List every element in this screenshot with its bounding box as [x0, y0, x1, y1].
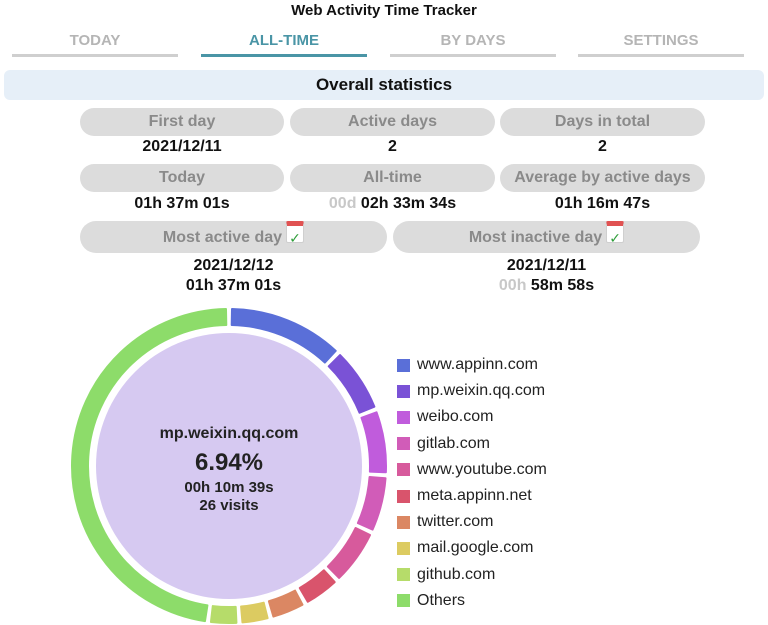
legend-swatch [397, 594, 410, 608]
donut-segment-mail-google-com[interactable] [240, 601, 269, 624]
legend-item[interactable]: meta.appinn.net [397, 483, 547, 509]
donut-segment-twitter-com[interactable] [267, 589, 304, 618]
legend-label: www.appinn.com [417, 356, 538, 374]
today-value: 01h 37m 01s [134, 195, 230, 212]
donut-center-circle [96, 333, 362, 599]
legend-swatch [397, 358, 410, 372]
donut-segment-www-appinn-com[interactable] [230, 308, 337, 364]
calendar-check-icon [286, 221, 305, 253]
donut-segment-weibo-com[interactable] [360, 411, 387, 474]
center-domain: mp.weixin.qq.com [159, 425, 299, 442]
all-time-days-prefix: 00d [328, 195, 357, 212]
chart-legend: www.appinn.com mp.weixin.qq.com weibo.co… [397, 352, 547, 614]
legend-item[interactable]: Others [397, 588, 547, 614]
legend-item[interactable]: weibo.com [397, 404, 547, 430]
most-inactive-hours-prefix: 00h [498, 277, 527, 294]
all-time-label: All-time [290, 164, 495, 192]
center-visits: 26 visits [199, 497, 259, 514]
most-active-day-text: Most active day [162, 229, 283, 246]
legend-swatch [397, 489, 410, 503]
tab-settings[interactable]: SETTINGS [578, 30, 744, 57]
legend-swatch [397, 541, 410, 555]
most-inactive-duration: 58m 58s [530, 277, 595, 294]
legend-item[interactable]: github.com [397, 562, 547, 588]
legend-label: Others [417, 591, 466, 609]
section-header: Overall statistics [4, 70, 764, 100]
most-inactive-day-text: Most inactive day [468, 229, 603, 246]
legend-item[interactable]: twitter.com [397, 509, 547, 535]
tab-today[interactable]: TODAY [12, 30, 178, 57]
donut-segment-gitlab-com[interactable] [356, 476, 387, 531]
most-active-day-date: 2021/12/12 [193, 257, 274, 274]
average-value: 01h 16m 47s [554, 195, 651, 212]
legend-item[interactable]: mp.weixin.qq.com [397, 378, 547, 404]
usage-donut-chart [71, 308, 387, 624]
active-days-value: 2 [388, 138, 397, 155]
all-time-value: 00d 02h 33m 34s [290, 195, 495, 213]
donut-segment-mp-weixin-qq-com[interactable] [327, 354, 376, 414]
legend-label: mp.weixin.qq.com [417, 382, 546, 400]
most-active-day-time: 01h 37m 01s [185, 277, 282, 294]
legend-swatch [397, 384, 410, 398]
donut-segment-www-youtube-com[interactable] [326, 526, 372, 579]
today-label: Today [80, 164, 284, 192]
tab-bar: TODAY ALL-TIME BY DAYS SETTINGS [0, 30, 768, 60]
legend-swatch [397, 515, 410, 529]
active-days-label: Active days [290, 108, 495, 136]
days-total-label: Days in total [500, 108, 705, 136]
legend-label: gitlab.com [417, 434, 490, 452]
most-inactive-day-date: 2021/12/11 [506, 257, 587, 274]
calendar-check-icon [606, 221, 625, 253]
legend-item[interactable]: www.appinn.com [397, 352, 547, 378]
donut-segment-github-com[interactable] [209, 605, 238, 624]
legend-label: www.youtube.com [417, 460, 547, 478]
tab-by-days[interactable]: BY DAYS [390, 30, 556, 57]
tab-all-time[interactable]: ALL-TIME [201, 30, 367, 57]
donut-segment-meta-appinn-net[interactable] [298, 569, 336, 603]
legend-swatch [397, 463, 410, 477]
legend-item[interactable]: www.youtube.com [397, 457, 547, 483]
most-active-day-label: Most active day [80, 221, 387, 253]
legend-label: meta.appinn.net [417, 487, 532, 505]
days-total-value: 2 [598, 138, 607, 155]
all-time-duration: 02h 33m 34s [360, 195, 457, 212]
legend-swatch [397, 568, 410, 582]
donut-center-label: mp.weixin.qq.com 6.94% 00h 10m 39s 26 vi… [96, 425, 362, 514]
legend-label: twitter.com [417, 513, 494, 531]
legend-swatch [397, 437, 410, 451]
first-day-value: 2021/12/11 [142, 138, 222, 155]
first-day-label: First day [80, 108, 284, 136]
app-title: Web Activity Time Tracker [291, 2, 477, 19]
donut-segments [71, 308, 387, 624]
legend-swatch [397, 410, 410, 424]
most-inactive-day-time: 00h 58m 58s [393, 277, 700, 295]
legend-item[interactable]: mail.google.com [397, 535, 547, 561]
donut-segment-others[interactable] [71, 308, 228, 623]
legend-item[interactable]: gitlab.com [397, 431, 547, 457]
legend-label: weibo.com [417, 408, 494, 426]
legend-label: github.com [417, 565, 496, 583]
center-time: 00h 10m 39s [184, 479, 274, 496]
average-label: Average by active days [500, 164, 705, 192]
center-percent: 6.94% [194, 449, 264, 476]
most-inactive-day-label: Most inactive day [393, 221, 700, 253]
legend-label: mail.google.com [417, 539, 534, 557]
